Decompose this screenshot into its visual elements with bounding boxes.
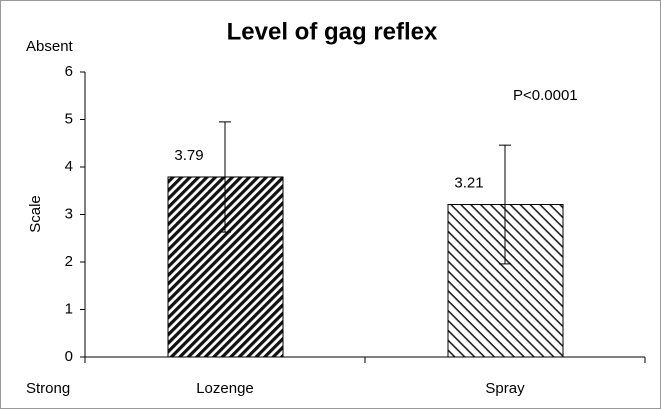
y-tick-label: 0	[65, 348, 73, 365]
y-tick-label: 5	[65, 110, 73, 127]
annotation: Absent	[26, 38, 74, 55]
y-tick-label: 1	[65, 300, 73, 317]
y-tick-label: 6	[65, 63, 73, 80]
data-label: 3.79	[174, 147, 203, 164]
annotation: Strong	[26, 380, 70, 397]
chart-title: Level of gag reflex	[227, 18, 438, 45]
x-tick-label: Lozenge	[196, 380, 254, 397]
data-label: 3.21	[454, 174, 483, 191]
y-tick-label: 4	[65, 158, 73, 175]
annotation: P<0.0001	[513, 87, 578, 104]
x-tick-label: Spray	[485, 380, 525, 397]
y-axis-label: Scale	[27, 195, 44, 233]
y-tick-label: 2	[65, 253, 73, 270]
y-tick-label: 3	[65, 205, 73, 222]
